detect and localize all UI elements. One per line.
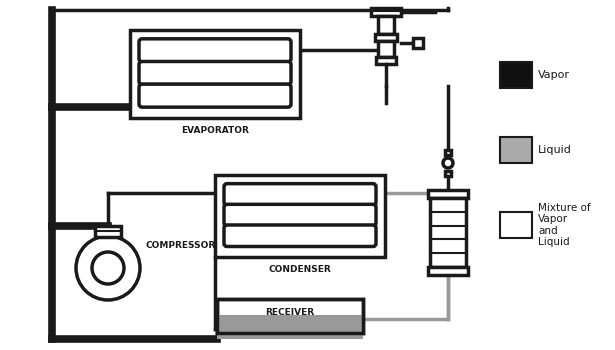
Bar bbox=[375, 34, 397, 41]
FancyBboxPatch shape bbox=[139, 39, 291, 62]
FancyBboxPatch shape bbox=[224, 184, 376, 205]
FancyBboxPatch shape bbox=[224, 225, 376, 246]
FancyBboxPatch shape bbox=[139, 62, 291, 84]
Bar bbox=[376, 57, 396, 64]
Circle shape bbox=[76, 236, 140, 300]
Bar bbox=[445, 150, 451, 155]
Text: Mixture of
Vapor
and
Liquid: Mixture of Vapor and Liquid bbox=[538, 203, 590, 247]
Text: EVAPORATOR: EVAPORATOR bbox=[181, 126, 249, 135]
Bar bbox=[378, 41, 394, 57]
Text: CONDENSER: CONDENSER bbox=[269, 265, 331, 274]
Bar bbox=[378, 16, 394, 34]
Bar bbox=[500, 212, 532, 238]
FancyBboxPatch shape bbox=[139, 84, 291, 107]
Text: COMPRESSOR: COMPRESSOR bbox=[145, 241, 215, 250]
Text: RECEIVER: RECEIVER bbox=[266, 308, 314, 317]
Circle shape bbox=[443, 158, 453, 168]
Bar bbox=[217, 315, 363, 339]
Bar bbox=[215, 175, 385, 257]
Bar bbox=[217, 299, 363, 333]
Bar bbox=[428, 267, 468, 275]
Bar bbox=[130, 30, 300, 118]
Bar bbox=[445, 171, 451, 176]
Bar bbox=[95, 226, 121, 237]
Bar bbox=[428, 190, 468, 198]
Text: Liquid: Liquid bbox=[538, 145, 572, 155]
Bar bbox=[217, 299, 363, 333]
Bar bbox=[500, 137, 532, 163]
Circle shape bbox=[92, 252, 124, 284]
Bar bbox=[430, 198, 466, 267]
Text: Vapor: Vapor bbox=[538, 70, 570, 80]
Bar bbox=[371, 8, 401, 16]
Bar bbox=[413, 38, 423, 48]
Bar bbox=[500, 62, 532, 88]
FancyBboxPatch shape bbox=[224, 204, 376, 226]
